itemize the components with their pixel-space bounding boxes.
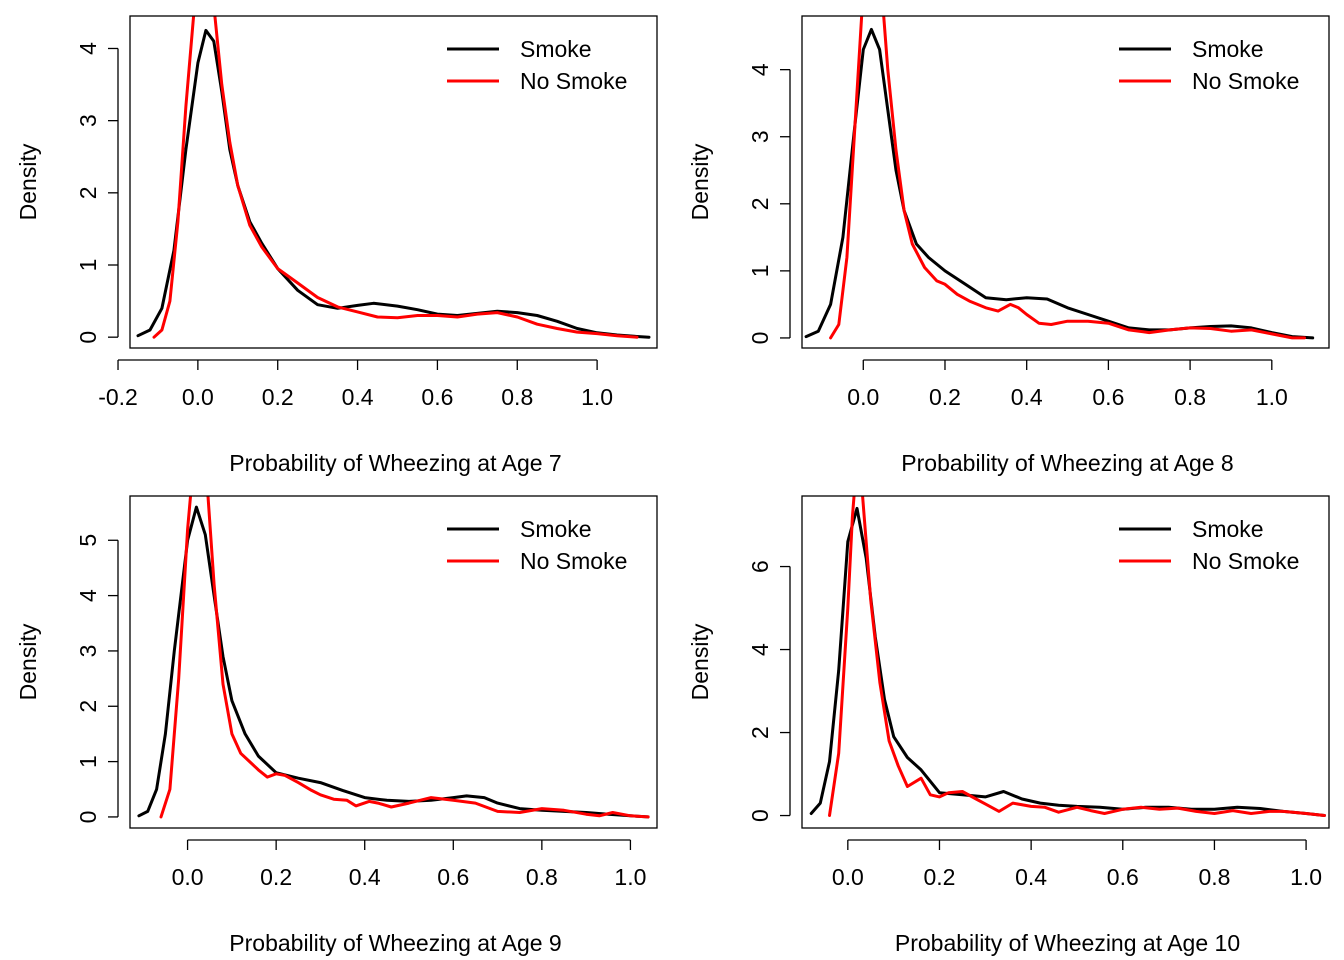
x-tick-label: 0.8 (1198, 864, 1230, 890)
x-tick-label: 1.0 (1290, 864, 1322, 890)
x-tick-label: 0.2 (923, 864, 955, 890)
x-tick-label: 0.4 (349, 864, 381, 890)
plot-frame (129, 495, 658, 829)
x-axis-label: Probability of Wheezing at Age 7 (229, 450, 561, 476)
y-tick-label: 0 (75, 331, 101, 344)
legend-label-smoke: Smoke (520, 36, 592, 62)
x-axis-label: Probability of Wheezing at Age 8 (901, 450, 1233, 476)
x-tick-label: 0.0 (172, 864, 204, 890)
series-line-no-smoke (159, 496, 650, 819)
y-tick-label: 4 (747, 63, 773, 76)
x-tick-label: 0.0 (832, 864, 864, 890)
y-tick-label: 1 (747, 264, 773, 277)
y-axis-label: Density (687, 143, 713, 220)
y-tick-label: 2 (75, 186, 101, 199)
legend: Smoke No Smoke (1119, 36, 1299, 94)
y-tick-label: 2 (75, 700, 101, 713)
x-tick-label: 1.0 (581, 384, 613, 410)
legend: Smoke No Smoke (1119, 516, 1299, 574)
panel-4: 0.0 0.2 0.4 0.6 0.8 1.0 0 2 4 6 Probability of Whe… (687, 495, 1330, 956)
legend-label-smoke: Smoke (520, 516, 592, 542)
series-group (136, 16, 651, 339)
x-tick-label: 0.4 (1011, 384, 1043, 410)
x-tick-label: 0.0 (182, 384, 214, 410)
legend-label-smoke: Smoke (1192, 36, 1264, 62)
x-tick-label: -0.2 (98, 384, 138, 410)
y-tick-label: 1 (75, 755, 101, 768)
y-tick-label: 0 (747, 332, 773, 345)
x-tick-label: 0.2 (260, 864, 292, 890)
x-tick-label: 0.6 (421, 384, 453, 410)
x-tick-label: 0.6 (1092, 384, 1124, 410)
x-tick-label: 0.6 (1107, 864, 1139, 890)
y-tick-label: 2 (747, 726, 773, 739)
legend-label-no-smoke: No Smoke (1192, 68, 1299, 94)
y-tick-label: 4 (75, 42, 101, 55)
x-axis-label: Probability of Wheezing at Age 9 (229, 930, 561, 956)
x-tick-label: 0.0 (847, 384, 879, 410)
panel-3: 0.0 0.2 0.4 0.6 0.8 1.0 0 1 2 3 4 5 Probability of W… (15, 495, 658, 956)
y-tick-label: 3 (75, 114, 101, 127)
panel-1: -0.2 0.0 0.2 0.4 0.6 0.8 1.0 0 1 2 3 4 Probability o… (15, 15, 658, 476)
legend: Smoke No Smoke (447, 516, 627, 574)
y-axis-label: Density (15, 143, 41, 220)
legend-label-no-smoke: No Smoke (520, 548, 627, 574)
plot-frame (801, 495, 1330, 829)
x-tick-label: 1.0 (1256, 384, 1288, 410)
y-tick-label: 2 (747, 197, 773, 210)
y-tick-label: 5 (75, 534, 101, 547)
series-group (137, 496, 650, 819)
x-tick-label: 0.4 (1015, 864, 1047, 890)
y-tick-label: 0 (75, 811, 101, 824)
y-tick-label: 6 (747, 560, 773, 573)
plot-frame (129, 15, 658, 349)
x-tick-label: 1.0 (614, 864, 646, 890)
y-tick-label: 0 (747, 809, 773, 822)
plot-frame (801, 15, 1330, 349)
x-axis-label: Probability of Wheezing at Age 10 (895, 930, 1240, 956)
x-tick-label: 0.2 (929, 384, 961, 410)
series-line-smoke (804, 27, 1315, 340)
y-tick-label: 1 (75, 259, 101, 272)
y-tick-label: 4 (75, 589, 101, 602)
y-axis-label: Density (687, 623, 713, 700)
series-line-no-smoke (828, 496, 1326, 817)
legend-label-smoke: Smoke (1192, 516, 1264, 542)
series-group (809, 496, 1326, 817)
series-line-no-smoke (152, 16, 639, 339)
x-tick-label: 0.6 (437, 864, 469, 890)
series-line-smoke (809, 506, 1326, 817)
legend-label-no-smoke: No Smoke (1192, 548, 1299, 574)
legend: Smoke No Smoke (447, 36, 627, 94)
x-tick-label: 0.8 (501, 384, 533, 410)
y-tick-label: 3 (75, 645, 101, 658)
y-tick-label: 4 (747, 643, 773, 656)
legend-label-no-smoke: No Smoke (520, 68, 627, 94)
panel-2: 0.0 0.2 0.4 0.6 0.8 1.0 0 1 2 3 4 Probability of Wh… (687, 15, 1330, 476)
y-tick-label: 3 (747, 130, 773, 143)
y-axis-label: Density (15, 623, 41, 700)
series-group (804, 16, 1315, 340)
x-tick-label: 0.8 (526, 864, 558, 890)
x-tick-label: 0.8 (1174, 384, 1206, 410)
x-tick-label: 0.2 (262, 384, 294, 410)
series-line-no-smoke (829, 16, 1306, 340)
x-tick-label: 0.4 (342, 384, 374, 410)
